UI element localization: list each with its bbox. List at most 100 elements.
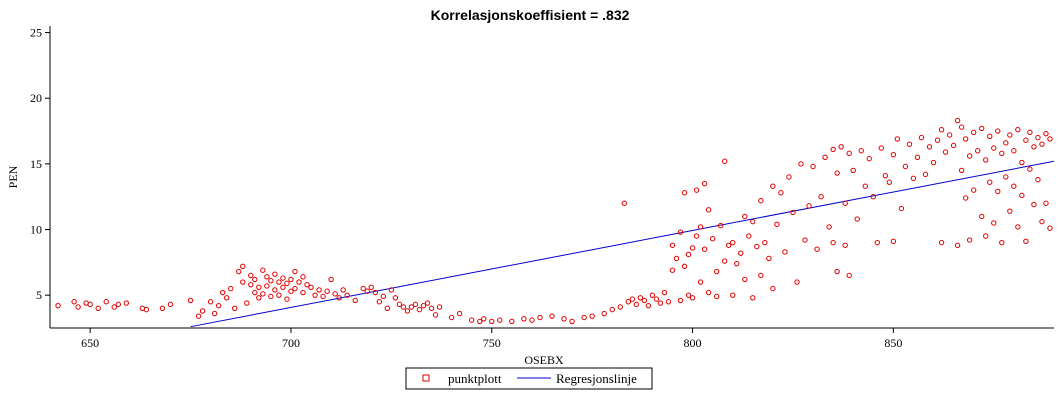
data-point	[477, 318, 483, 325]
data-point	[1023, 137, 1029, 143]
data-point	[561, 316, 567, 322]
data-point	[653, 296, 660, 302]
data-point	[248, 281, 254, 288]
data-point	[288, 288, 294, 294]
data-point	[677, 297, 684, 304]
data-point	[1035, 176, 1041, 183]
data-point	[995, 128, 1001, 134]
data-point	[926, 144, 933, 150]
data-point	[420, 302, 427, 309]
x-tick-label: 850	[884, 336, 902, 350]
data-point	[705, 289, 712, 296]
y-tick-label: 15	[30, 157, 42, 171]
data-point	[954, 117, 961, 124]
data-point	[328, 276, 334, 283]
data-point	[456, 310, 463, 317]
data-point	[292, 285, 298, 292]
data-point	[721, 158, 728, 164]
data-point	[701, 180, 708, 187]
data-point	[983, 157, 989, 163]
data-point	[436, 304, 443, 310]
y-tick-label: 20	[30, 91, 42, 105]
data-point	[942, 149, 949, 155]
data-point	[983, 233, 989, 239]
data-point	[372, 289, 378, 296]
data-point	[195, 313, 202, 319]
data-point	[721, 258, 728, 264]
data-point	[922, 171, 929, 178]
data-point	[762, 239, 768, 246]
data-point	[228, 285, 234, 292]
data-point	[272, 287, 278, 293]
data-point	[641, 297, 648, 304]
data-point	[966, 153, 973, 159]
data-point	[970, 187, 977, 193]
data-point	[693, 187, 700, 193]
data-point	[340, 287, 346, 293]
data-point	[886, 179, 893, 185]
data-point	[838, 144, 844, 150]
data-point	[834, 268, 840, 275]
data-point	[211, 310, 218, 317]
legend-label-regression: Regresjonslinje	[556, 371, 637, 386]
data-point	[268, 278, 274, 284]
data-point	[215, 302, 222, 309]
data-point	[713, 268, 720, 275]
data-point	[730, 292, 736, 298]
data-point	[569, 318, 575, 325]
data-point	[236, 268, 242, 275]
data-point	[264, 274, 270, 280]
data-point	[758, 197, 764, 204]
data-point	[987, 179, 993, 185]
data-point	[846, 272, 852, 279]
data-point	[1043, 130, 1049, 137]
data-point	[292, 268, 298, 275]
data-point	[669, 267, 676, 273]
data-point	[954, 242, 961, 248]
data-point	[1023, 238, 1029, 245]
data-point	[1019, 192, 1025, 199]
data-point	[822, 154, 828, 161]
data-point	[750, 218, 756, 225]
y-tick-label: 5	[36, 288, 42, 302]
data-point	[750, 295, 756, 301]
data-point	[521, 316, 527, 322]
data-point	[726, 242, 732, 248]
data-point	[364, 288, 370, 294]
data-point	[240, 279, 246, 285]
data-point	[244, 300, 250, 306]
data-point	[918, 134, 925, 141]
data-point	[633, 301, 640, 308]
data-point	[187, 297, 194, 304]
data-point	[938, 239, 945, 246]
data-point	[734, 260, 740, 267]
data-point	[677, 229, 684, 235]
y-ticks: 5 10 15 20 25	[30, 26, 50, 302]
data-point	[906, 141, 913, 147]
data-point	[432, 312, 439, 318]
data-point	[621, 200, 627, 206]
data-point	[489, 318, 495, 325]
data-point	[810, 163, 816, 170]
data-point	[914, 154, 921, 161]
data-point	[284, 280, 290, 287]
y-axis-label: PEN	[6, 165, 20, 188]
data-point	[380, 293, 387, 300]
data-point	[673, 255, 680, 262]
data-point	[509, 318, 515, 325]
data-point	[1019, 159, 1025, 166]
data-point	[448, 314, 455, 321]
data-point	[645, 302, 652, 309]
data-point	[400, 304, 407, 310]
data-point	[316, 287, 322, 293]
data-point	[497, 317, 503, 323]
data-point	[248, 272, 254, 279]
data-point	[468, 317, 475, 323]
data-point	[1035, 134, 1041, 141]
data-point	[1007, 132, 1013, 138]
data-point	[806, 203, 812, 209]
data-point	[529, 317, 535, 323]
data-point	[296, 279, 302, 285]
data-point	[344, 292, 350, 298]
data-point	[167, 301, 174, 308]
